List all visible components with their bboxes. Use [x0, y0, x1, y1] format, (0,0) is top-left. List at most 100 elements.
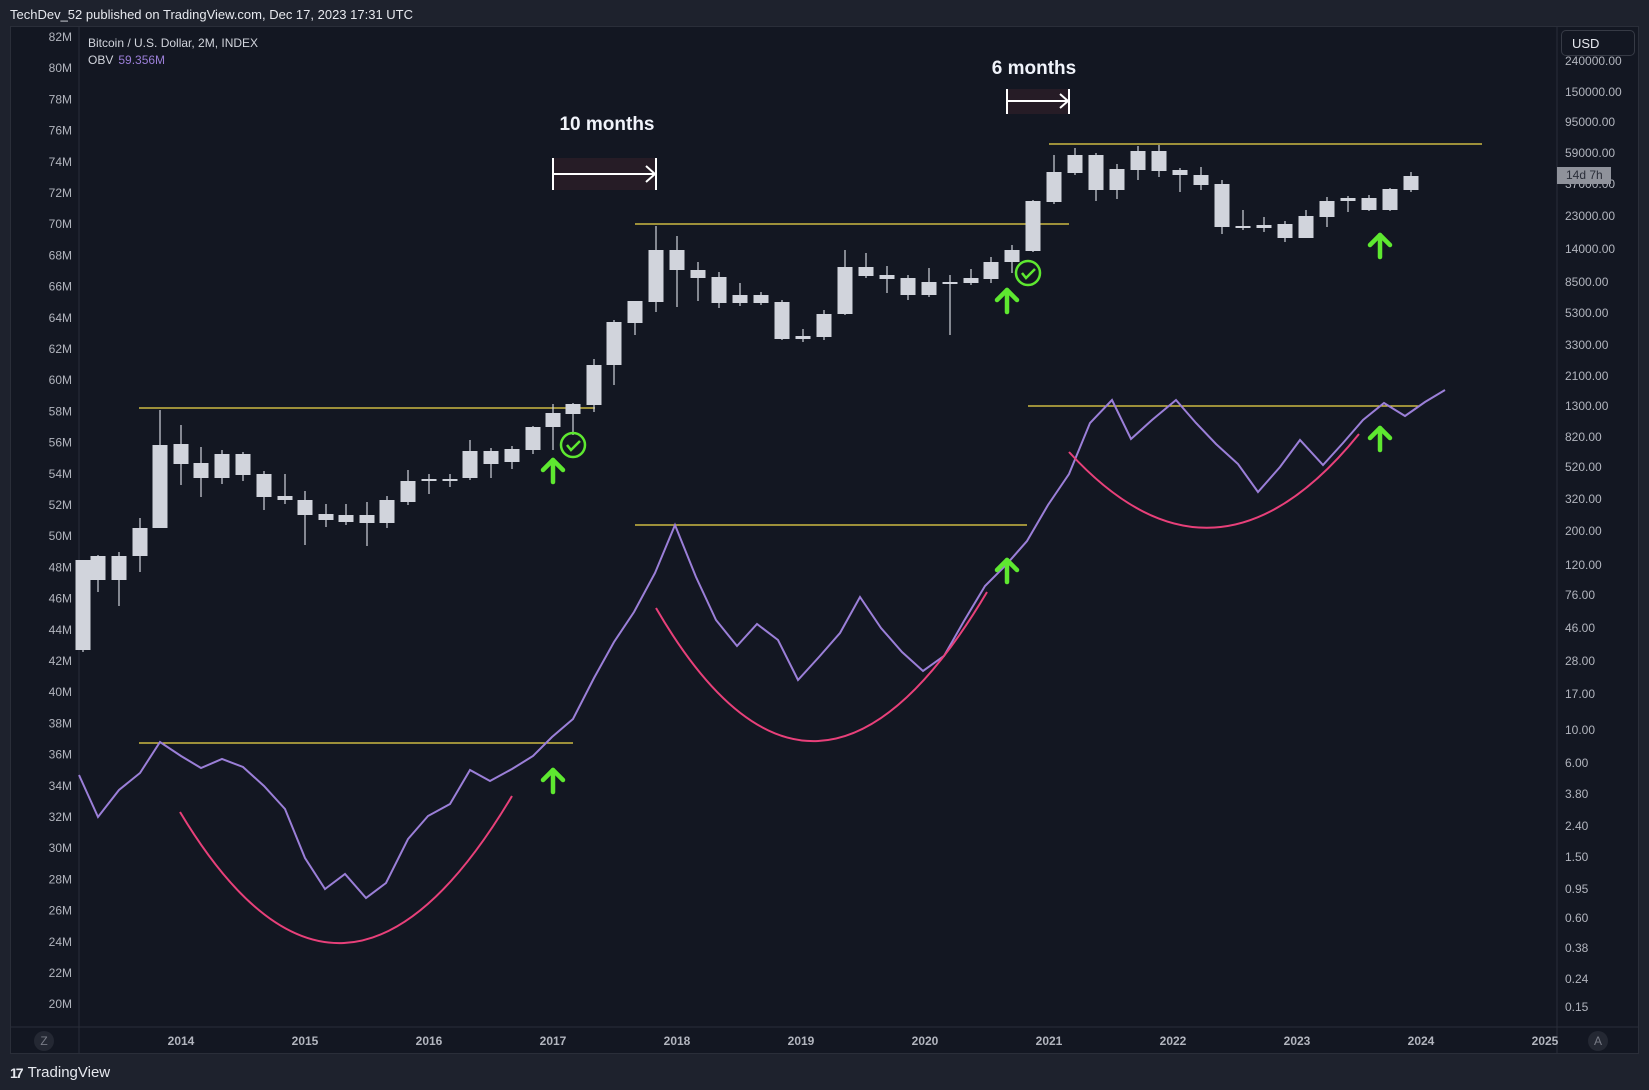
candle[interactable]: [983, 262, 999, 279]
candle[interactable]: [837, 267, 853, 314]
candle[interactable]: [214, 454, 230, 478]
candle[interactable]: [75, 560, 91, 650]
year-tick-label: 2018: [664, 1034, 691, 1048]
candle[interactable]: [606, 322, 622, 365]
candle[interactable]: [152, 445, 168, 528]
candle[interactable]: [879, 275, 895, 279]
obv-tick-label: 34M: [49, 779, 72, 793]
year-tick-label: 2015: [292, 1034, 319, 1048]
year-tick-label: 2019: [788, 1034, 815, 1048]
candle[interactable]: [318, 514, 334, 520]
candle[interactable]: [545, 413, 561, 427]
candle[interactable]: [921, 282, 937, 295]
candle[interactable]: [774, 302, 790, 339]
candle[interactable]: [711, 277, 727, 303]
auto-scale-button[interactable]: A: [1588, 1031, 1608, 1051]
candle[interactable]: [173, 444, 189, 464]
footer-brand[interactable]: TradingView: [27, 1064, 111, 1081]
candle[interactable]: [400, 481, 416, 502]
indicator-value: 59.356M: [118, 53, 166, 67]
candle[interactable]: [442, 479, 458, 481]
candle[interactable]: [858, 267, 874, 276]
candle[interactable]: [1172, 170, 1188, 175]
candle[interactable]: [690, 270, 706, 278]
price-tick-label: 46.00: [1565, 621, 1595, 635]
candle[interactable]: [1130, 151, 1146, 170]
currency-button[interactable]: USD: [1561, 30, 1635, 56]
candle[interactable]: [1235, 226, 1251, 228]
candle[interactable]: [1298, 216, 1314, 238]
obv-tick-label: 44M: [49, 623, 72, 637]
candle[interactable]: [753, 295, 769, 303]
tradingview-logo-icon: 17: [10, 1064, 24, 1081]
candle[interactable]: [421, 479, 437, 481]
candle[interactable]: [256, 474, 272, 497]
symbol-title[interactable]: Bitcoin / U.S. Dollar, 2M, INDEX: [88, 36, 259, 50]
candle[interactable]: [297, 500, 313, 515]
candle[interactable]: [132, 528, 148, 556]
obv-tick-label: 24M: [49, 935, 72, 949]
year-tick-label: 2022: [1160, 1034, 1187, 1048]
obv-tick-label: 80M: [49, 61, 72, 75]
candle[interactable]: [669, 250, 685, 270]
price-tick-label: 6.00: [1565, 756, 1589, 770]
candle[interactable]: [1319, 201, 1335, 217]
obv-tick-label: 66M: [49, 280, 72, 294]
year-tick-label: 2014: [168, 1034, 195, 1048]
obv-tick-label: 26M: [49, 904, 72, 918]
candle[interactable]: [1088, 155, 1104, 190]
candle[interactable]: [963, 278, 979, 283]
candle[interactable]: [1193, 175, 1209, 185]
obv-axis: 82M 80M 78M 76M 74M 72M 70M 68M 66M 64M 62M 60M 58M 5…: [49, 30, 72, 1011]
candle[interactable]: [193, 463, 209, 478]
zoom-reset-button[interactable]: Z: [34, 1031, 54, 1051]
candle[interactable]: [338, 515, 354, 522]
candle[interactable]: [277, 496, 293, 500]
candle[interactable]: [1109, 169, 1125, 190]
candle[interactable]: [648, 250, 664, 302]
candle[interactable]: [1025, 201, 1041, 251]
candle[interactable]: [1004, 250, 1020, 262]
candlesticks: [75, 145, 1419, 652]
obv-tick-label: 74M: [49, 155, 72, 169]
candle[interactable]: [1361, 198, 1377, 210]
candle[interactable]: [627, 301, 643, 323]
indicator-name[interactable]: OBV: [88, 53, 114, 67]
obv-tick-label: 50M: [49, 529, 72, 543]
chart-legend: Bitcoin / U.S. Dollar, 2M, INDEX OBV 59.3…: [88, 35, 258, 69]
price-tick-label: 23000.00: [1565, 209, 1615, 223]
candle[interactable]: [504, 449, 520, 462]
candle[interactable]: [900, 278, 916, 295]
candle[interactable]: [525, 427, 541, 450]
candle[interactable]: [1067, 155, 1083, 173]
candle[interactable]: [1256, 225, 1272, 228]
candle[interactable]: [1046, 172, 1062, 202]
year-tick-label: 2021: [1036, 1034, 1063, 1048]
candle[interactable]: [462, 451, 478, 478]
candle[interactable]: [1382, 189, 1398, 210]
candle[interactable]: [483, 451, 499, 464]
candle[interactable]: [732, 295, 748, 303]
candle[interactable]: [379, 500, 395, 523]
candle[interactable]: [565, 404, 581, 414]
candle[interactable]: [359, 515, 375, 523]
candle[interactable]: [1340, 198, 1356, 201]
candle[interactable]: [111, 556, 127, 580]
price-tick-label: 8500.00: [1565, 275, 1609, 289]
candle[interactable]: [235, 454, 251, 475]
obv-tick-label: 56M: [49, 436, 72, 450]
resistance-lines: [139, 143, 1482, 744]
candle[interactable]: [1403, 176, 1419, 190]
candle[interactable]: [1277, 224, 1293, 238]
footer: 17 TradingView: [10, 1064, 110, 1081]
candle[interactable]: [586, 365, 602, 405]
candle[interactable]: [942, 282, 958, 284]
candle[interactable]: [1214, 184, 1230, 227]
price-tick-label: 3300.00: [1565, 338, 1609, 352]
candle[interactable]: [816, 314, 832, 337]
candle[interactable]: [1151, 151, 1167, 171]
candle[interactable]: [90, 556, 106, 580]
obv-tick-label: 58M: [49, 404, 72, 418]
candle[interactable]: [795, 336, 811, 339]
